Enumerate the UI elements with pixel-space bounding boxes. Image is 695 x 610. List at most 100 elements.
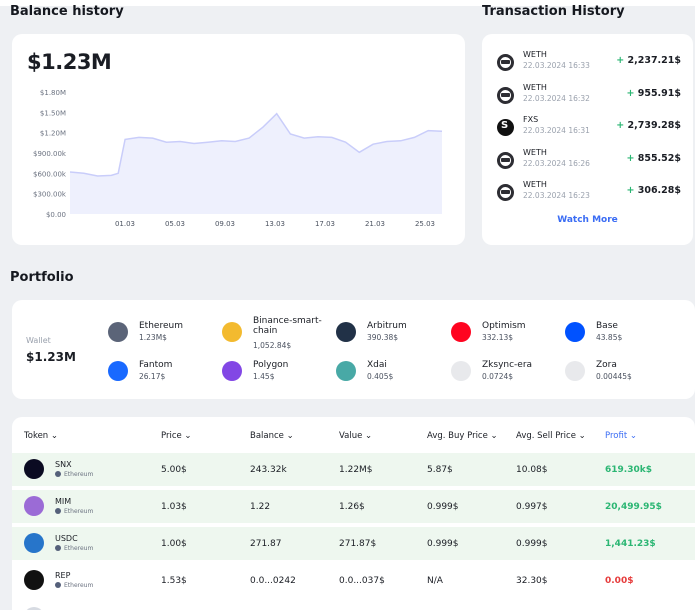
chain-xdai[interactable]: Xdai 0.405$ — [336, 358, 446, 388]
value-cell: 0.0...037$ — [339, 576, 385, 586]
column-header-avg-buy-price[interactable]: Avg. Buy Price ⌄ — [427, 431, 498, 441]
balance-chart: $1.80M $1.50M $1.20M $900.00k $600.00k $300.0… — [33, 89, 443, 228]
chain-value: 0.405$ — [367, 372, 394, 381]
chain-value: 1,052.84$ — [253, 341, 292, 350]
column-header-value[interactable]: Value ⌄ — [339, 431, 373, 441]
transaction-time: 22.03.2024 16:33 — [523, 61, 590, 70]
token-chain: Ethereum — [55, 582, 93, 589]
transaction-token: FXS — [523, 115, 539, 124]
transaction-row[interactable]: WETH 22.03.2024 16:32 + 955.91$ — [482, 80, 693, 110]
table-row[interactable]: REP Ethereum 1.53$ 0.0...0242 0.0...037$ N/A 3… — [12, 564, 695, 597]
balance-history-title: Balance history — [10, 4, 124, 19]
x-tick-label: 01.03 — [115, 220, 135, 228]
weth-icon — [497, 151, 514, 169]
chain-zksync-era[interactable]: Zksync-era 0.0724$ — [451, 358, 561, 388]
column-header-balance[interactable]: Balance ⌄ — [250, 431, 294, 441]
balance-cell: 271.87 — [250, 539, 282, 549]
table-row[interactable]: USDC Ethereum 1.00$ 271.87 271.87$ 0.999$ 0.99… — [12, 527, 695, 560]
amount-sign: + — [626, 185, 638, 196]
amount-value: 955.91$ — [637, 87, 681, 99]
table-row[interactable]: SNX Ethereum 5.00$ 243.32k 1.22M$ 5.87$ 10.08$… — [12, 453, 695, 486]
chain-name: Ethereum — [139, 321, 183, 331]
y-tick-label: $600.00k — [33, 170, 67, 178]
price-cell: 1.00$ — [161, 539, 187, 549]
watch-more-link[interactable]: Watch More — [557, 215, 618, 225]
token-table: Token ⌄ Price ⌄ Balance ⌄ Value ⌄ Avg. Buy P… — [12, 417, 695, 610]
avg-buy-cell: 0.999$ — [427, 539, 459, 549]
transaction-row[interactable]: WETH 22.03.2024 16:23 + 306.28$ — [482, 177, 693, 207]
column-header-avg-sell-price[interactable]: Avg. Sell Price ⌄ — [516, 431, 586, 441]
amount-value: 306.28$ — [637, 185, 681, 196]
chain-name: Zora — [596, 360, 617, 370]
avg-sell-cell: 32.30$ — [516, 576, 548, 586]
balance-cell: 1.22 — [250, 502, 271, 512]
profit-cell: 20,499.95$ — [605, 502, 662, 512]
weth-icon — [497, 54, 514, 71]
amount-sign: + — [616, 120, 628, 131]
chain-fantom[interactable]: Fantom 26.17$ — [108, 358, 218, 388]
column-header-token[interactable]: Token ⌄ — [24, 431, 59, 441]
token-symbol: REP — [55, 571, 71, 580]
chain-arbitrum[interactable]: Arbitrum 390.38$ — [336, 319, 446, 349]
wallet-label: Wallet — [26, 336, 51, 345]
chain-value: 0.0724$ — [482, 372, 514, 381]
weth-icon — [497, 86, 514, 104]
column-header-price[interactable]: Price ⌄ — [161, 431, 192, 441]
avg-sell-cell: 0.999$ — [516, 539, 548, 549]
y-tick-label: $1.50M — [40, 109, 66, 117]
mim-icon — [24, 496, 44, 516]
avg-sell-cell: 10.08$ — [516, 465, 548, 475]
zksync-icon — [451, 361, 471, 381]
fxs-icon — [497, 119, 514, 136]
transaction-token: WETH — [523, 50, 547, 59]
ethereum-icon — [108, 322, 128, 342]
amount-sign: + — [626, 87, 638, 99]
balance-cell: 243.32k — [250, 465, 287, 475]
chain-binance-smart-chain[interactable]: Binance-smart-chain 1,052.84$ — [222, 316, 332, 350]
chain-name: Zksync-era — [482, 360, 533, 370]
chain-value: 332.13$ — [482, 333, 514, 342]
transaction-amount: + 955.91$ — [626, 88, 681, 99]
xdai-icon — [336, 361, 356, 381]
amount-sign: + — [626, 152, 638, 164]
table-row[interactable]: MIM Ethereum 1.03$ 1.22 1.26$ 0.999$ 0.997$ 20,… — [12, 490, 695, 523]
token-symbol: USDC — [55, 534, 78, 543]
snx-icon — [24, 459, 44, 479]
table-row-partial[interactable] — [12, 601, 695, 610]
value-cell: 271.87$ — [339, 539, 377, 549]
x-tick-label: 05.03 — [165, 220, 185, 228]
balance-cell: 0.0...0242 — [250, 576, 296, 586]
y-tick-label: $900.00k — [33, 150, 67, 158]
avg-buy-cell: 5.87$ — [427, 465, 453, 475]
chain-base[interactable]: Base 43.85$ — [565, 319, 675, 349]
chain-optimism[interactable]: Optimism 332.13$ — [451, 319, 561, 349]
transaction-token: WETH — [523, 82, 547, 92]
transaction-token: WETH — [523, 180, 547, 189]
arbitrum-icon — [336, 322, 356, 342]
zora-icon — [565, 361, 585, 381]
token-chain: Ethereum — [55, 545, 93, 552]
chain-zora[interactable]: Zora 0.00445$ — [565, 358, 675, 388]
transaction-row[interactable]: WETH 22.03.2024 16:26 + 855.52$ — [482, 145, 693, 175]
transaction-time: 22.03.2024 16:26 — [523, 158, 590, 168]
chain-name: Arbitrum — [367, 321, 407, 331]
weth-icon — [497, 184, 514, 201]
transaction-row[interactable]: FXS 22.03.2024 16:31 + 2,739.28$ — [482, 112, 693, 142]
token-symbol: SNX — [55, 460, 72, 469]
transaction-time: 22.03.2024 16:31 — [523, 126, 590, 135]
chain-polygon[interactable]: Polygon 1.45$ — [222, 358, 332, 388]
chain-name: Polygon — [253, 360, 289, 370]
fantom-icon — [108, 361, 128, 381]
chain-name: Xdai — [367, 360, 387, 370]
optimism-icon — [451, 322, 471, 342]
chain-name: Fantom — [139, 360, 173, 370]
transaction-amount: + 2,237.21$ — [616, 55, 681, 66]
value-cell: 1.22M$ — [339, 465, 373, 475]
price-cell: 5.00$ — [161, 465, 187, 475]
chain-ethereum[interactable]: Ethereum 1.23M$ — [108, 319, 218, 349]
transaction-amount: + 306.28$ — [626, 185, 681, 196]
x-tick-label: 09.03 — [215, 220, 235, 228]
column-header-profit[interactable]: Profit ⌄ — [605, 431, 637, 441]
transaction-row[interactable]: WETH 22.03.2024 16:33 + 2,237.21$ — [482, 47, 693, 77]
avg-sell-cell: 0.997$ — [516, 502, 548, 512]
